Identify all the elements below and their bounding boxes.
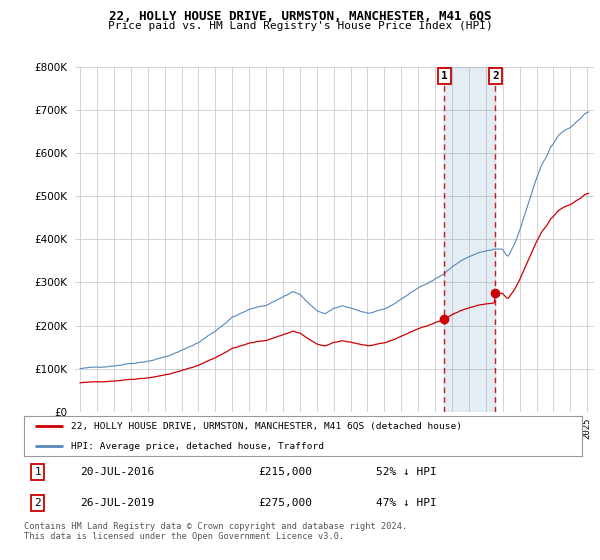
Text: 52% ↓ HPI: 52% ↓ HPI [376, 467, 436, 477]
Text: £215,000: £215,000 [259, 467, 313, 477]
Text: £275,000: £275,000 [259, 498, 313, 508]
Text: 22, HOLLY HOUSE DRIVE, URMSTON, MANCHESTER, M41 6QS (detached house): 22, HOLLY HOUSE DRIVE, URMSTON, MANCHEST… [71, 422, 463, 431]
Text: Price paid vs. HM Land Registry's House Price Index (HPI): Price paid vs. HM Land Registry's House … [107, 21, 493, 31]
Text: 1: 1 [35, 467, 41, 477]
Text: 1: 1 [441, 71, 448, 81]
Text: 26-JUL-2019: 26-JUL-2019 [80, 498, 154, 508]
Text: 2: 2 [492, 71, 499, 81]
Text: 47% ↓ HPI: 47% ↓ HPI [376, 498, 436, 508]
Text: 20-JUL-2016: 20-JUL-2016 [80, 467, 154, 477]
Text: HPI: Average price, detached house, Trafford: HPI: Average price, detached house, Traf… [71, 442, 325, 451]
Bar [445, 67, 496, 412]
Text: 2: 2 [35, 498, 41, 508]
Text: 22, HOLLY HOUSE DRIVE, URMSTON, MANCHESTER, M41 6QS: 22, HOLLY HOUSE DRIVE, URMSTON, MANCHEST… [109, 10, 491, 23]
Text: Contains HM Land Registry data © Crown copyright and database right 2024.
This d: Contains HM Land Registry data © Crown c… [24, 522, 407, 542]
